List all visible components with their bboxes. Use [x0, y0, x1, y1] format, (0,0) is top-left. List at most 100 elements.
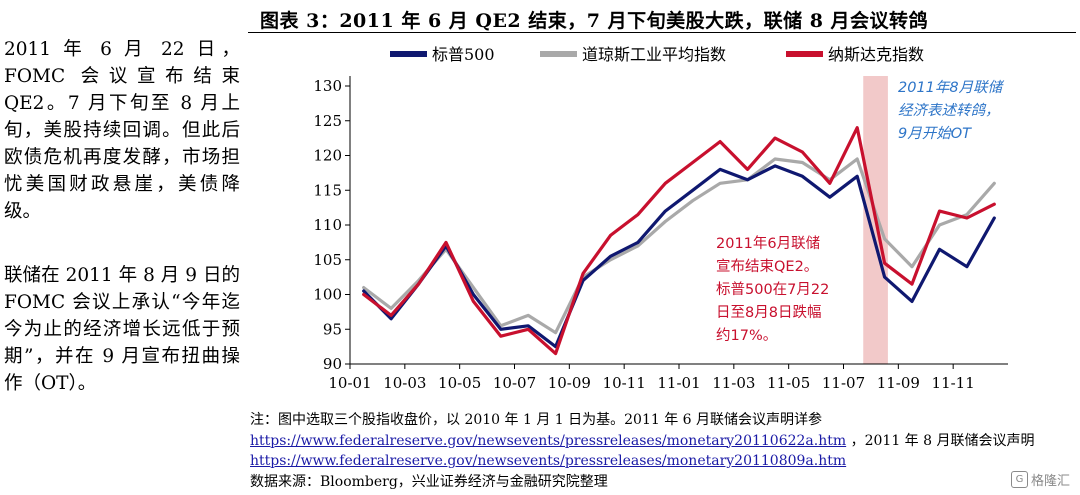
annotation-blue-line-3: 9月开始OT	[898, 125, 972, 142]
data-point-dow	[718, 182, 722, 185]
x-tick-label: 11-01	[657, 374, 700, 392]
data-point-dow	[636, 244, 640, 248]
data-point-dow	[883, 237, 886, 241]
data-point-dow	[938, 223, 941, 227]
data-point-sp500	[883, 275, 886, 279]
y-tick-label: 120	[313, 147, 342, 165]
x-tick-label: 10-11	[603, 374, 646, 392]
data-point-nasdaq	[444, 241, 448, 244]
data-point-dow	[554, 331, 557, 334]
data-point-sp500	[691, 189, 694, 192]
data-point-dow	[993, 182, 996, 185]
data-point-nasdaq	[636, 213, 640, 216]
x-tick-label: 10-03	[383, 374, 426, 392]
legend-label-nasdaq: 纳斯达克指数	[828, 45, 924, 64]
data-point-sp500	[910, 300, 914, 303]
data-point-dow	[664, 220, 667, 223]
watermark: G 格隆汇	[1010, 470, 1070, 489]
x-tick-label: 11-11	[932, 374, 975, 392]
data-source: 数据来源：Bloomberg，兴业证券经济与金融研究院整理	[250, 473, 608, 490]
data-point-dow	[801, 161, 804, 164]
data-point-sp500	[527, 324, 530, 327]
y-tick-label: 115	[313, 181, 342, 199]
y-tick-label: 110	[313, 216, 342, 234]
fomc-august-statement-link[interactable]: https://www.federalreserve.gov/newsevent…	[250, 453, 847, 469]
note-line-1: 注：图中选取三个股指收盘价，以 2010 年 1 月 1 日为基。2011 年 …	[250, 412, 823, 428]
note-line-2: https://www.federalreserve.gov/newsevent…	[250, 431, 1035, 452]
side-paragraph-1: 2011 年 6 月 22 日，FOMC 会议宣布结束 QE2。7 月下旬至 8…	[4, 39, 240, 222]
data-point-nasdaq	[965, 216, 969, 220]
data-point-sp500	[993, 216, 996, 220]
data-point-sp500	[636, 241, 640, 244]
stock-index-line-chart: 标普500 道琼斯工业平均指数 纳斯达克指数 90 95 100 105 110 115 1…	[313, 45, 1008, 392]
x-tick-label: 10-01	[328, 374, 371, 392]
side-paragraph-2: 联储在 2011 年 8 月 9 日的 FOMC 会议上承认“今年迄今为止的经济…	[4, 265, 240, 394]
chart-legend: 标普500 道琼斯工业平均指数 纳斯达克指数	[390, 45, 924, 64]
data-point-nasdaq	[609, 234, 612, 237]
data-point-sp500	[856, 175, 859, 178]
series-line-dow	[362, 157, 996, 335]
x-tick-label: 11-09	[877, 374, 920, 392]
watermark-text: 格隆汇	[1030, 474, 1070, 489]
note-line-3: https://www.federalreserve.gov/newsevent…	[250, 451, 1035, 472]
data-point-sp500	[664, 209, 667, 213]
y-tick-label: 100	[313, 286, 342, 304]
data-point-nasdaq	[938, 209, 941, 213]
data-point-nasdaq	[856, 126, 859, 129]
data-point-nasdaq	[910, 282, 914, 286]
x-tick-label: 11-03	[712, 374, 755, 392]
data-point-nasdaq	[773, 136, 777, 140]
data-point-sp500	[362, 289, 365, 293]
data-point-sp500	[828, 196, 831, 199]
y-tick-label: 95	[323, 320, 342, 338]
data-point-sp500	[389, 317, 393, 321]
note-line-2-suffix: ，2011 年 8 月联储会议声明	[846, 432, 1035, 449]
x-tick-label: 11-07	[822, 374, 865, 392]
data-point-sp500	[472, 293, 475, 296]
data-point-sp500	[499, 328, 502, 331]
data-point-dow	[609, 258, 612, 261]
data-point-dow	[527, 314, 530, 317]
annotation-blue-line-2: 经济表述转鸽，	[898, 102, 1000, 119]
data-point-dow	[362, 286, 365, 289]
data-point-sp500	[801, 175, 804, 178]
data-point-dow	[965, 213, 969, 216]
legend-label-sp500: 标普500	[432, 45, 495, 64]
data-point-nasdaq	[389, 314, 393, 317]
data-point-nasdaq	[746, 168, 749, 171]
y-tick-label: 90	[323, 355, 342, 373]
chart-notes: 注：图中选取三个股指收盘价，以 2010 年 1 月 1 日为基。2011 年 …	[250, 410, 1035, 492]
annotation-red-line-1: 2011年6月联储	[716, 235, 820, 252]
data-point-nasdaq	[581, 272, 585, 275]
annotation-red-line-5: 约17%。	[716, 327, 777, 344]
data-point-nasdaq	[883, 262, 886, 265]
y-tick-label: 105	[313, 251, 342, 269]
data-point-dow	[910, 265, 914, 268]
x-tick-label: 10-05	[438, 374, 481, 392]
annotation-blue-line-1: 2011年8月联储	[898, 79, 1005, 96]
x-tick-label: 10-09	[548, 374, 591, 392]
data-point-sp500	[746, 178, 749, 182]
x-tick-label: 11-05	[767, 374, 810, 392]
data-point-sp500	[718, 168, 722, 171]
annotation-qe2-end: 2011年6月联储 宣布结束QE2。 标普500在7月22 日至8月8日跌幅 约…	[716, 235, 829, 344]
data-point-dow	[472, 286, 475, 289]
data-point-nasdaq	[472, 300, 475, 303]
data-point-nasdaq	[499, 335, 502, 338]
data-point-dow	[691, 199, 694, 202]
data-point-dow	[856, 157, 859, 161]
fomc-june-statement-link[interactable]: https://www.federalreserve.gov/newsevent…	[250, 432, 847, 449]
data-point-nasdaq	[417, 282, 420, 286]
data-point-nasdaq	[664, 182, 667, 185]
legend-label-dow: 道琼斯工业平均指数	[582, 45, 726, 64]
data-point-nasdaq	[828, 182, 831, 185]
data-point-nasdaq	[362, 293, 365, 296]
plot-area: 90 95 100 105 110 115 120 125 130 10-01 10-03 10-05…	[313, 76, 1008, 392]
y-tick-label: 125	[313, 112, 342, 130]
series-line-nasdaq	[362, 126, 996, 356]
data-point-sp500	[773, 164, 777, 168]
annotation-fed-august: 2011年8月联储 经济表述转鸽， 9月开始OT	[898, 79, 1005, 142]
data-point-sp500	[965, 265, 969, 268]
annotation-red-line-4: 日至8月8日跌幅	[716, 304, 821, 321]
series-line-sp500	[362, 164, 996, 349]
